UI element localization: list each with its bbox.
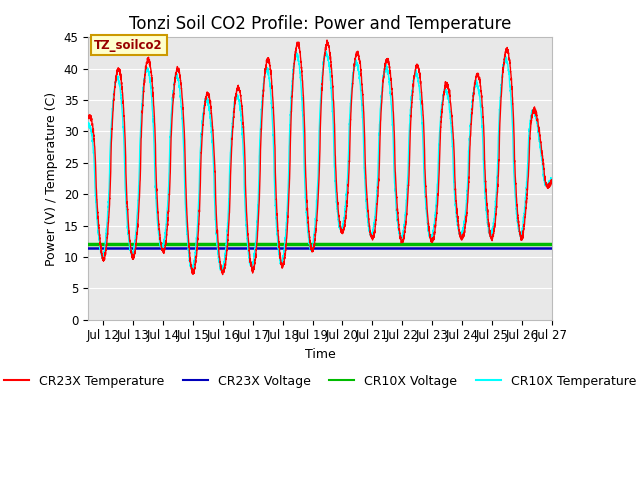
Text: TZ_soilco2: TZ_soilco2 — [94, 38, 163, 52]
Y-axis label: Power (V) / Temperature (C): Power (V) / Temperature (C) — [45, 92, 58, 265]
Legend: CR23X Temperature, CR23X Voltage, CR10X Voltage, CR10X Temperature: CR23X Temperature, CR23X Voltage, CR10X … — [0, 370, 640, 393]
X-axis label: Time: Time — [305, 348, 335, 361]
Title: Tonzi Soil CO2 Profile: Power and Temperature: Tonzi Soil CO2 Profile: Power and Temper… — [129, 15, 511, 33]
